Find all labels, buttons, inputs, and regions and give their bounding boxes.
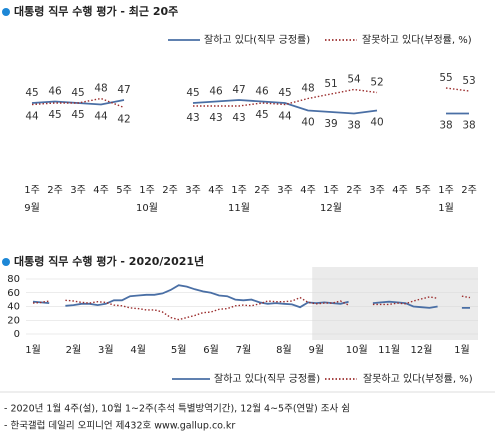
title-bullet (2, 8, 10, 16)
data-label: 45 (48, 109, 61, 121)
x-tick-label: 8월 (276, 344, 292, 356)
x-tick-label: 3주 (277, 185, 293, 196)
x-tick-label: 4주 (93, 185, 109, 196)
x-tick-label: 9월 (308, 344, 324, 356)
data-label: 48 (94, 83, 107, 95)
data-label: 46 (209, 86, 223, 98)
x-group-label: 10월 (136, 202, 158, 214)
x-tick-label: 4주 (392, 185, 408, 196)
x-tick-label: 4월 (130, 344, 146, 356)
x-tick-label: 12월 (410, 344, 432, 356)
x-tick-label: 1주 (438, 185, 454, 196)
x-tick-label: 2주 (254, 185, 270, 196)
data-label: 39 (324, 118, 337, 130)
data-label: 46 (48, 86, 62, 98)
data-label: 47 (117, 84, 130, 96)
x-tick-label: 2주 (162, 185, 178, 196)
data-label: 44 (278, 111, 292, 123)
series-line (31, 87, 470, 109)
title-bullet (2, 258, 10, 266)
y-tick-label: 40 (7, 302, 20, 313)
x-group-label: 11월 (228, 202, 250, 214)
x-group-label: 9월 (24, 202, 40, 214)
footnote: - 한국갤럽 데일리 오피니언 제432호 www.gallup.co.kr (4, 420, 235, 432)
data-label: 51 (324, 78, 337, 90)
data-label: 47 (232, 84, 245, 96)
y-tick-label: 20 (7, 315, 20, 326)
x-tick-label: 5주 (415, 185, 431, 196)
x-tick-label: 3주 (369, 185, 385, 196)
x-tick-label: 4주 (208, 185, 224, 196)
data-label: 43 (186, 112, 199, 124)
footnote: - 2020년 1월 4주(설), 10월 1~2주(추석 특별방역기간), 1… (4, 403, 350, 415)
y-tick-label: 0 (14, 329, 20, 340)
x-tick-label: 3주 (70, 185, 86, 196)
data-label: 38 (462, 120, 475, 132)
data-label: 44 (25, 111, 39, 123)
data-label: 40 (370, 117, 383, 129)
data-label: 45 (186, 87, 199, 99)
x-tick-label: 2주 (346, 185, 362, 196)
data-label: 55 (439, 72, 452, 84)
y-tick-label: 80 (7, 274, 20, 285)
data-label: 46 (255, 86, 269, 98)
x-tick-label: 2월 (66, 344, 82, 356)
x-tick-label: 3주 (185, 185, 201, 196)
data-label: 45 (25, 87, 38, 99)
x-tick-label: 5월 (171, 344, 187, 356)
x-tick-label: 6월 (203, 344, 219, 356)
series-line (32, 295, 471, 321)
x-group-label: 12월 (320, 202, 342, 214)
x-tick-label: 1주 (231, 185, 247, 196)
chart-title: 대통령 직무 수행 평가 - 2020/2021년 (14, 254, 204, 268)
data-label: 42 (117, 114, 130, 126)
data-label: 45 (71, 87, 84, 99)
x-tick-label: 4주 (300, 185, 316, 196)
data-label: 38 (439, 120, 452, 132)
x-tick-label: 7월 (236, 344, 252, 356)
x-group-label: 1월 (438, 202, 454, 214)
data-label: 45 (255, 109, 268, 121)
data-label: 44 (94, 111, 108, 123)
data-label: 43 (232, 112, 245, 124)
data-label: 54 (347, 74, 361, 86)
data-label: 40 (301, 117, 314, 129)
x-tick-label: 2주 (461, 185, 477, 196)
chart-title: 대통령 직무 수행 평가 - 최근 20주 (14, 4, 178, 18)
data-label: 53 (462, 75, 475, 87)
x-tick-label: 1주 (139, 185, 155, 196)
data-label: 45 (71, 109, 84, 121)
data-label: 43 (209, 112, 222, 124)
data-label: 52 (370, 77, 383, 89)
x-tick-label: 2주 (47, 185, 63, 196)
x-tick-label: 1주 (323, 185, 339, 196)
legend-label: 잘못하고 있다(부정률, %) (363, 372, 473, 385)
legend-label: 잘못하고 있다(부정률, %) (362, 33, 472, 46)
x-tick-label: 1월 (25, 344, 41, 356)
x-tick-label: 11월 (378, 344, 400, 356)
x-tick-label: 3월 (98, 344, 114, 356)
x-tick-label: 5주 (116, 185, 132, 196)
data-label: 38 (347, 120, 360, 132)
legend-label: 잘하고 있다(직무 긍정률) (214, 372, 320, 385)
x-tick-label: 1월 (454, 344, 470, 356)
data-label: 48 (301, 83, 314, 95)
data-label: 45 (278, 87, 291, 99)
x-tick-label: 1주 (24, 185, 40, 196)
legend-label: 잘하고 있다(직무 긍정률) (204, 33, 310, 46)
y-tick-label: 60 (7, 288, 20, 299)
x-tick-label: 10월 (346, 344, 368, 356)
